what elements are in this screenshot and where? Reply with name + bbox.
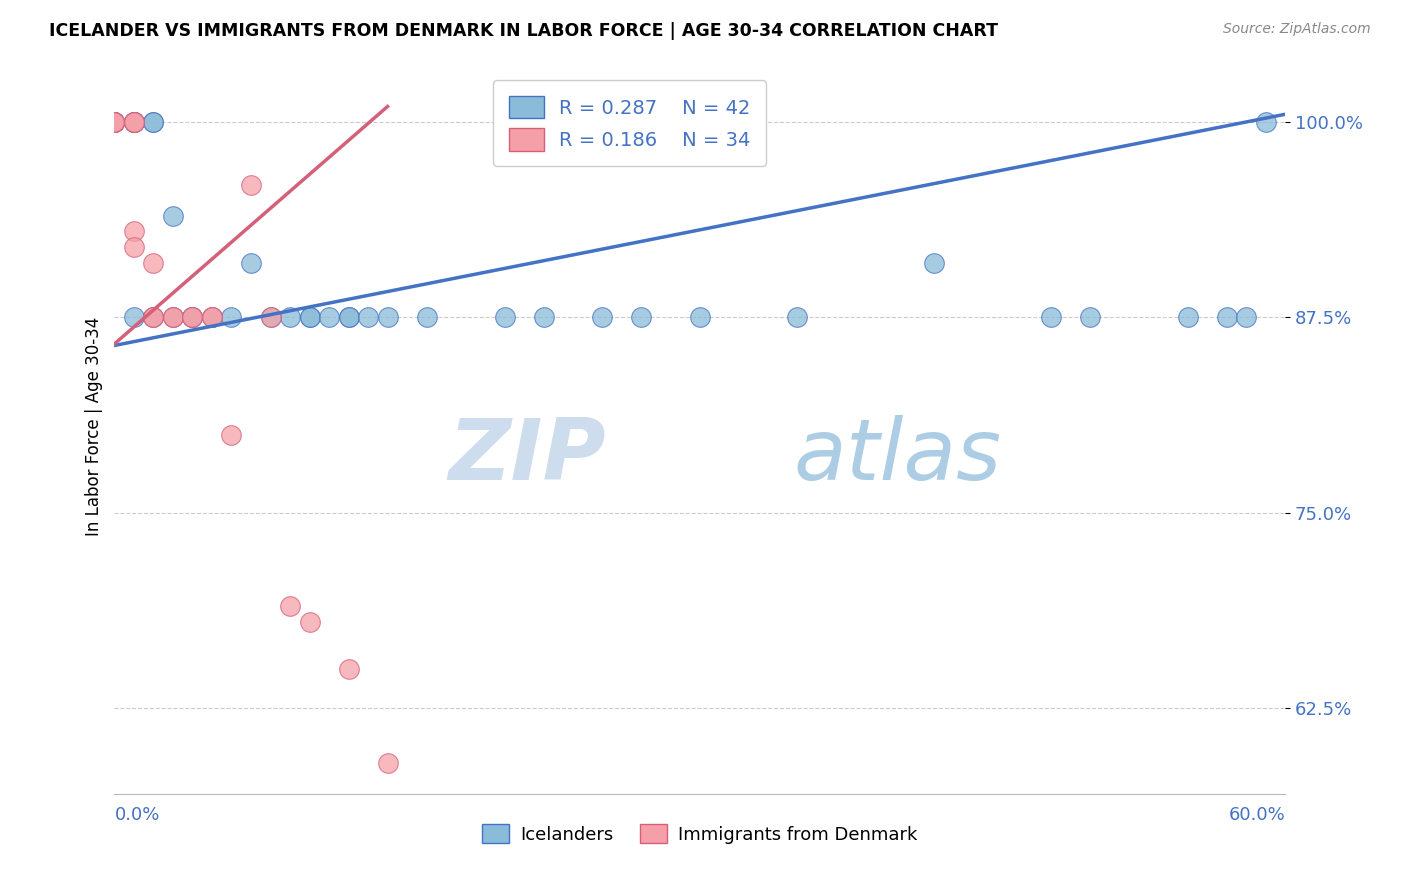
Point [377, 756, 399, 770]
Point [162, 310, 184, 325]
Point [298, 310, 321, 325]
Point [377, 310, 399, 325]
Point [122, 115, 145, 129]
Text: ZIP: ZIP [449, 415, 606, 498]
Point [337, 310, 360, 325]
Point [122, 115, 145, 129]
Point [142, 115, 165, 129]
Point [591, 310, 613, 325]
Point [103, 115, 125, 129]
Point [103, 115, 125, 129]
Point [181, 310, 204, 325]
Point [122, 115, 145, 129]
Legend: R = 0.287    N = 42, R = 0.186    N = 34: R = 0.287 N = 42, R = 0.186 N = 34 [494, 80, 766, 166]
Point [103, 115, 125, 129]
Point [122, 240, 145, 254]
Y-axis label: In Labor Force | Age 30-34: In Labor Force | Age 30-34 [86, 317, 103, 536]
Point [122, 310, 145, 325]
Point [201, 310, 224, 325]
Point [103, 115, 125, 129]
Point [357, 310, 380, 325]
Point [337, 662, 360, 676]
Point [240, 178, 263, 192]
Point [298, 615, 321, 629]
Point [1040, 310, 1063, 325]
Point [142, 115, 165, 129]
Text: Source: ZipAtlas.com: Source: ZipAtlas.com [1223, 22, 1371, 37]
Point [181, 310, 204, 325]
Point [494, 310, 516, 325]
Point [278, 310, 301, 325]
Point [1177, 310, 1199, 325]
Text: atlas: atlas [793, 415, 1001, 498]
Point [201, 310, 224, 325]
Point [922, 255, 945, 269]
Point [415, 310, 437, 325]
Point [162, 209, 184, 223]
Text: 0.0%: 0.0% [114, 806, 160, 824]
Point [103, 115, 125, 129]
Point [1215, 310, 1237, 325]
Point [201, 310, 224, 325]
Point [259, 310, 281, 325]
Point [142, 310, 165, 325]
Point [142, 255, 165, 269]
Point [181, 310, 204, 325]
Point [533, 310, 555, 325]
Point [689, 310, 711, 325]
Text: 60.0%: 60.0% [1229, 806, 1285, 824]
Point [298, 310, 321, 325]
Point [103, 115, 125, 129]
Point [142, 310, 165, 325]
Point [103, 115, 125, 129]
Point [142, 310, 165, 325]
Point [318, 310, 340, 325]
Point [122, 115, 145, 129]
Point [337, 310, 360, 325]
Point [181, 310, 204, 325]
Point [122, 224, 145, 238]
Point [259, 310, 281, 325]
Point [103, 115, 125, 129]
Point [162, 310, 184, 325]
Text: ICELANDER VS IMMIGRANTS FROM DENMARK IN LABOR FORCE | AGE 30-34 CORRELATION CHAR: ICELANDER VS IMMIGRANTS FROM DENMARK IN … [49, 22, 998, 40]
Point [103, 115, 125, 129]
Point [122, 115, 145, 129]
Point [786, 310, 808, 325]
Point [240, 255, 263, 269]
Point [1254, 115, 1277, 129]
Point [221, 427, 243, 442]
Point [103, 115, 125, 129]
Point [162, 310, 184, 325]
Point [221, 310, 243, 325]
Point [630, 310, 652, 325]
Point [278, 599, 301, 614]
Point [1078, 310, 1101, 325]
Point [1234, 310, 1257, 325]
Point [103, 115, 125, 129]
Point [122, 115, 145, 129]
